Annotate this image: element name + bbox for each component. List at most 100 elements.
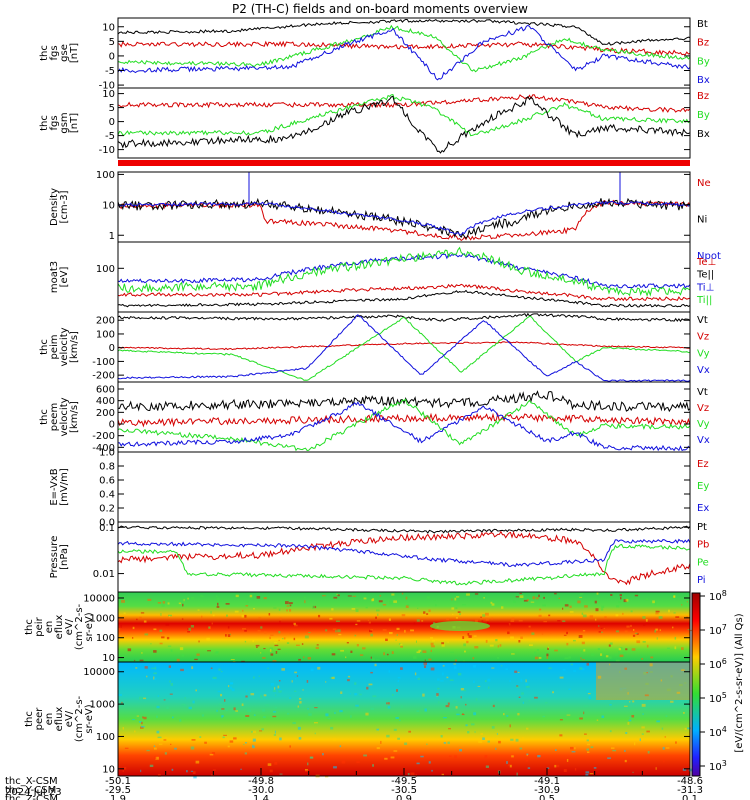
texture-cell bbox=[139, 616, 142, 619]
texture-cell bbox=[190, 625, 194, 628]
texture-cell bbox=[275, 651, 278, 654]
texture-cell bbox=[269, 636, 271, 640]
texture-cell bbox=[337, 629, 341, 633]
texture-cell bbox=[515, 596, 519, 598]
texture-cell bbox=[220, 693, 223, 697]
texture-cell bbox=[170, 683, 173, 686]
texture-cell bbox=[267, 763, 272, 766]
texture-cell bbox=[631, 648, 636, 651]
texture-cell bbox=[281, 668, 285, 671]
texture-cell bbox=[477, 685, 481, 687]
texture-cell bbox=[581, 612, 584, 615]
texture-cell bbox=[132, 719, 135, 721]
texture-cell bbox=[447, 702, 450, 705]
texture-cell bbox=[196, 653, 200, 656]
texture-cell bbox=[534, 696, 538, 699]
texture-cell bbox=[430, 649, 432, 652]
legend-Pt: Pt bbox=[697, 522, 707, 533]
texture-cell bbox=[387, 706, 391, 709]
y-tick-label: 0 bbox=[109, 343, 115, 354]
texture-cell bbox=[187, 597, 189, 600]
texture-cell bbox=[510, 738, 514, 741]
texture-cell bbox=[408, 730, 411, 733]
texture-cell bbox=[168, 614, 172, 617]
texture-cell bbox=[400, 645, 403, 648]
texture-cell bbox=[631, 715, 635, 718]
colorbar-label: [eV/(cm^2-s-sr-eV)] (All Qs) bbox=[734, 613, 745, 752]
texture-cell bbox=[570, 663, 573, 666]
legend-Ti: Ti|| bbox=[696, 295, 712, 306]
texture-cell bbox=[188, 706, 192, 710]
x-tick-label: -49.8 bbox=[248, 776, 274, 787]
texture-cell bbox=[515, 685, 520, 689]
texture-cell bbox=[586, 662, 589, 666]
texture-cell bbox=[380, 740, 382, 744]
texture-cell bbox=[667, 647, 671, 649]
texture-cell bbox=[339, 710, 343, 713]
texture-cell bbox=[457, 611, 461, 613]
texture-cell bbox=[418, 649, 422, 652]
texture-cell bbox=[641, 658, 644, 660]
texture-cell bbox=[121, 600, 125, 603]
texture-cell bbox=[614, 653, 618, 656]
texture-cell bbox=[201, 615, 203, 619]
series-Vz bbox=[117, 341, 691, 351]
texture-cell bbox=[234, 610, 239, 613]
texture-cell bbox=[272, 715, 277, 718]
texture-cell bbox=[433, 599, 436, 601]
texture-cell bbox=[426, 613, 429, 615]
y-axis-label: fgs bbox=[49, 45, 60, 60]
texture-cell bbox=[346, 642, 349, 644]
x-tick-label: 0.9 bbox=[396, 794, 412, 800]
texture-cell bbox=[281, 638, 284, 640]
texture-cell bbox=[383, 652, 385, 656]
texture-cell bbox=[600, 608, 604, 611]
y-tick-label: -400 bbox=[92, 443, 115, 454]
texture-cell bbox=[673, 595, 676, 598]
texture-cell bbox=[365, 712, 369, 716]
texture-cell bbox=[224, 699, 226, 702]
texture-cell bbox=[416, 619, 420, 622]
texture-cell bbox=[455, 607, 458, 610]
y-axis-label: peer bbox=[34, 707, 45, 731]
texture-cell bbox=[636, 640, 641, 644]
texture-cell bbox=[656, 720, 660, 723]
plot-title: P2 (TH-C) fields and on-board moments ov… bbox=[232, 2, 528, 16]
legend-Vz: Vz bbox=[697, 403, 709, 414]
texture-cell bbox=[341, 760, 346, 764]
texture-cell bbox=[481, 620, 484, 622]
texture-cell bbox=[659, 629, 661, 631]
texture-cell bbox=[391, 693, 394, 696]
panel-peer_eflux: 10000 1000 100 10 thc peer en eflux eV/(cm^2-s-s… bbox=[24, 661, 693, 779]
texture-cell bbox=[307, 708, 309, 710]
texture-cell bbox=[264, 631, 267, 634]
y-axis-label: Pressure bbox=[49, 536, 60, 579]
texture-cell bbox=[674, 636, 677, 640]
texture-cell bbox=[615, 630, 619, 633]
texture-cell bbox=[543, 596, 545, 599]
texture-cell bbox=[401, 705, 403, 708]
texture-cell bbox=[585, 774, 589, 776]
texture-cell bbox=[370, 707, 375, 710]
x-tick-label: -30.9 bbox=[534, 785, 560, 796]
texture-cell bbox=[262, 657, 266, 659]
texture-cell bbox=[386, 653, 389, 656]
y-axis-label: eflux bbox=[54, 707, 65, 732]
texture-cell bbox=[332, 738, 336, 741]
texture-cell bbox=[370, 629, 373, 631]
mode-bar bbox=[118, 160, 690, 166]
texture-cell bbox=[252, 745, 255, 749]
texture-cell bbox=[607, 757, 611, 759]
x-tick-label: 0.5 bbox=[539, 794, 555, 800]
texture-cell bbox=[195, 689, 197, 692]
series-Npot bbox=[117, 200, 691, 236]
texture-cell bbox=[182, 603, 184, 607]
texture-cell bbox=[134, 730, 136, 733]
legend-Vt: Vt bbox=[697, 315, 708, 326]
texture-cell bbox=[467, 633, 470, 636]
texture-cell bbox=[193, 775, 197, 779]
texture-cell bbox=[521, 692, 524, 695]
texture-cell bbox=[227, 626, 230, 629]
texture-cell bbox=[581, 668, 585, 671]
texture-cell bbox=[525, 683, 529, 686]
